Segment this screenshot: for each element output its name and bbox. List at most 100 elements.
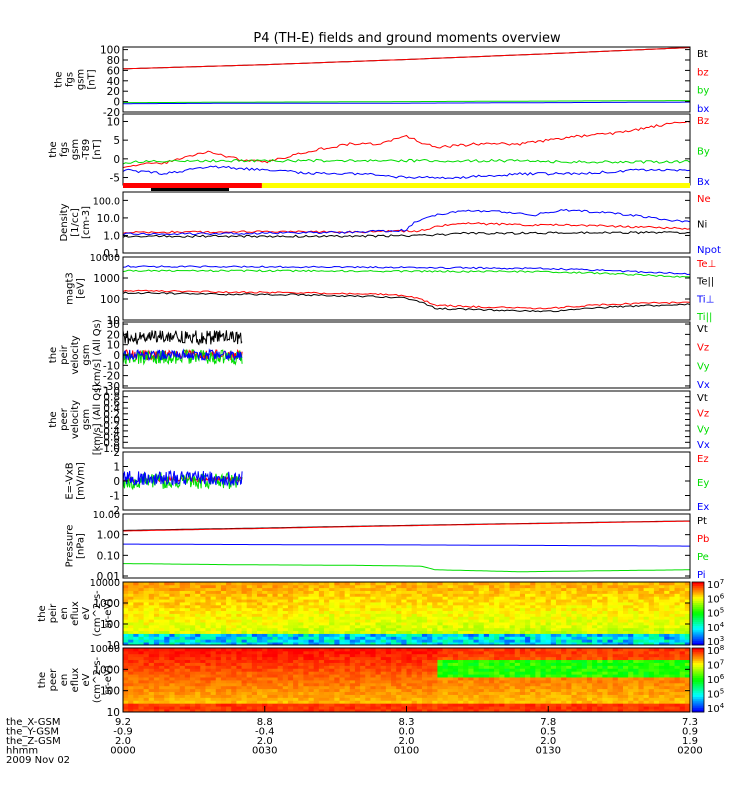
heatmap-cell	[355, 614, 361, 617]
heatmap-cell	[324, 605, 330, 608]
heatmap-cell	[458, 639, 464, 642]
heatmap-cell	[144, 639, 150, 642]
heatmap-cell	[468, 697, 474, 700]
heatmap-cell	[169, 663, 175, 666]
heatmap-cell	[144, 599, 150, 602]
heatmap-cell	[463, 622, 469, 625]
heatmap-cell	[123, 706, 129, 709]
heatmap-cell	[453, 706, 459, 709]
heatmap-cell	[628, 611, 634, 614]
heatmap-cell	[133, 697, 139, 700]
heatmap-cell	[489, 677, 495, 680]
heatmap-cell	[386, 619, 392, 622]
heatmap-cell	[252, 683, 258, 686]
heatmap-cell	[226, 689, 232, 692]
heatmap-cell	[339, 605, 345, 608]
heatmap-cell	[345, 634, 351, 637]
heatmap-cell	[551, 636, 557, 639]
heatmap-cell	[417, 596, 423, 599]
heatmap-cell	[587, 706, 593, 709]
heatmap-cell	[592, 677, 598, 680]
heatmap-cell	[298, 596, 304, 599]
heatmap-cell	[283, 680, 289, 683]
heatmap-cell	[644, 605, 650, 608]
heatmap-cell	[350, 695, 356, 698]
heatmap-cell	[649, 683, 655, 686]
heatmap-cell	[675, 636, 681, 639]
heatmap-cell	[582, 634, 588, 637]
heatmap-cell	[597, 654, 603, 657]
heatmap-cell	[293, 634, 299, 637]
heatmap-cell	[638, 605, 644, 608]
heatmap-cell	[638, 695, 644, 698]
heatmap-cell	[324, 593, 330, 596]
heatmap-cell	[154, 616, 160, 619]
heatmap-cell	[427, 689, 433, 692]
heatmap-cell	[582, 686, 588, 689]
heatmap-cell	[577, 605, 583, 608]
heatmap-cell	[211, 703, 217, 706]
heatmap-cell	[561, 596, 567, 599]
heatmap-cell	[468, 639, 474, 642]
heatmap-cell	[468, 660, 474, 663]
heatmap-cell	[649, 636, 655, 639]
heatmap-cell	[252, 585, 258, 588]
y-label-line-6: (cm^2-s-	[92, 590, 103, 637]
heatmap-cell	[391, 683, 397, 686]
heatmap-cell	[231, 668, 237, 671]
heatmap-cell	[314, 692, 320, 695]
heatmap-cell	[288, 680, 294, 683]
heatmap-cell	[525, 605, 531, 608]
heatmap-cell	[561, 651, 567, 654]
heatmap-cell	[675, 608, 681, 611]
heatmap-cell	[169, 596, 175, 599]
heatmap-cell	[417, 608, 423, 611]
heatmap-cell	[479, 631, 485, 634]
heatmap-cell	[535, 697, 541, 700]
heatmap-cell	[453, 677, 459, 680]
heatmap-cell	[314, 639, 320, 642]
heatmap-cell	[272, 665, 278, 668]
heatmap-cell	[489, 585, 495, 588]
heatmap-cell	[510, 700, 516, 703]
heatmap-cell	[437, 683, 443, 686]
heatmap-cell	[499, 657, 505, 660]
heatmap-cell	[391, 634, 397, 637]
heatmap-cell	[638, 700, 644, 703]
heatmap-cell	[453, 588, 459, 591]
heatmap-cell	[329, 634, 335, 637]
heatmap-cell	[453, 585, 459, 588]
heatmap-cell	[587, 668, 593, 671]
heatmap-cell	[180, 608, 186, 611]
heatmap-cell	[618, 668, 624, 671]
heatmap-cell	[654, 585, 660, 588]
heatmap-cell	[608, 639, 614, 642]
heatmap-cell	[252, 697, 258, 700]
heatmap-cell	[484, 703, 490, 706]
heatmap-cell	[566, 703, 572, 706]
heatmap-cell	[499, 683, 505, 686]
heatmap-cell	[324, 677, 330, 680]
heatmap-cell	[623, 619, 629, 622]
heatmap-cell	[272, 599, 278, 602]
heatmap-cell	[391, 639, 397, 642]
heatmap-cell	[133, 700, 139, 703]
heatmap-cell	[283, 625, 289, 628]
heatmap-cell	[453, 680, 459, 683]
heatmap-cell	[463, 593, 469, 596]
heatmap-cell	[561, 639, 567, 642]
heatmap-cell	[195, 697, 201, 700]
heatmap-cell	[262, 593, 268, 596]
heatmap-cell	[556, 628, 562, 631]
heatmap-cell	[669, 605, 675, 608]
heatmap-cell	[407, 651, 413, 654]
heatmap-cell	[443, 677, 449, 680]
heatmap-cell	[499, 596, 505, 599]
heatmap-cell	[355, 619, 361, 622]
heatmap-cell	[499, 651, 505, 654]
heatmap-cell	[190, 692, 196, 695]
heatmap-cell	[278, 634, 284, 637]
heatmap-cell	[520, 614, 526, 617]
heatmap-cell	[185, 608, 191, 611]
heatmap-cell	[298, 686, 304, 689]
